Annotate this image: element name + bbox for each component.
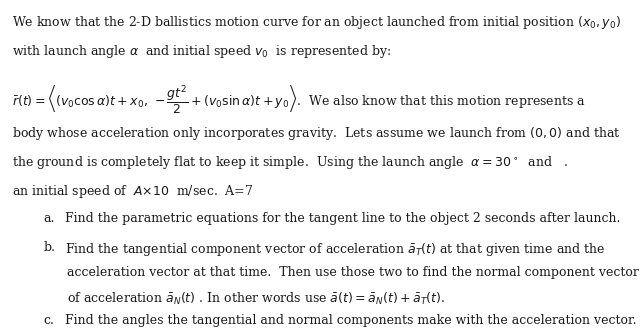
Text: of acceleration $\bar{a}_N(t)$ . In other words use $\bar{a}(t)=\bar{a}_N(t)+\ba: of acceleration $\bar{a}_N(t)$ . In othe… (67, 291, 446, 307)
Text: Find the parametric equations for the tangent line to the object 2 seconds after: Find the parametric equations for the ta… (65, 212, 621, 225)
Text: Find the tangential component vector of acceleration $\bar{a}_T(t)$ at that give: Find the tangential component vector of … (65, 241, 606, 258)
Text: with launch angle $\alpha$  and initial speed $v_0$  is represented by:: with launch angle $\alpha$ and initial s… (12, 43, 391, 60)
Text: We know that the 2-D ballistics motion curve for an object launched from initial: We know that the 2-D ballistics motion c… (12, 14, 620, 31)
Text: body whose acceleration only incorporates gravity.  Lets assume we launch from $: body whose acceleration only incorporate… (12, 125, 620, 142)
Text: a.: a. (44, 212, 55, 225)
Text: an initial speed of  $A{\times}10$  m/sec.  A=7: an initial speed of $A{\times}10$ m/sec.… (12, 183, 253, 200)
Text: $\bar{r}(t)=\left\langle (v_0\cos\alpha)t+x_0,\,-\dfrac{gt^2}{2}+(v_0\sin\alpha): $\bar{r}(t)=\left\langle (v_0\cos\alpha)… (12, 83, 586, 115)
Text: c.: c. (44, 314, 55, 327)
Text: Find the angles the tangential and normal components make with the acceleration : Find the angles the tangential and norma… (65, 314, 637, 327)
Text: the ground is completely flat to keep it simple.  Using the launch angle  $\alph: the ground is completely flat to keep it… (12, 154, 568, 171)
Text: acceleration vector at that time.  Then use those two to find the normal compone: acceleration vector at that time. Then u… (67, 266, 639, 279)
Text: b.: b. (44, 241, 56, 254)
